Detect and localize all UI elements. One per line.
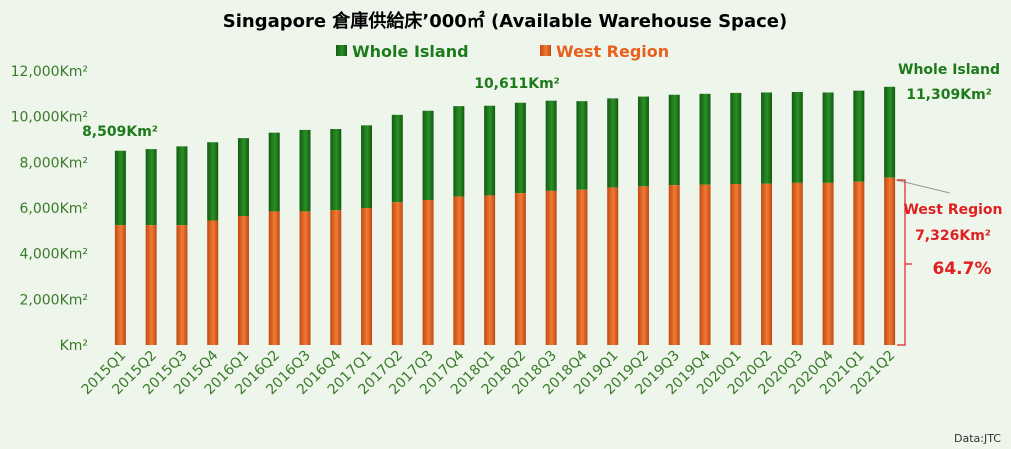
bar-west-region — [422, 200, 434, 345]
bar-whole-island — [668, 94, 680, 186]
bar-west-region — [207, 220, 219, 345]
bar-whole-island — [268, 132, 280, 212]
chart-svg: Singapore 倉庫供給床’000㎡ (Available Warehous… — [11, 10, 1003, 398]
bar-whole-island — [761, 92, 773, 184]
bar-west-region — [791, 182, 803, 345]
bar-west-region — [145, 225, 157, 345]
bar-whole-island — [607, 98, 619, 188]
bar-whole-island — [791, 92, 803, 183]
bar-west-region — [545, 190, 557, 345]
y-tick-label: 4,000Km² — [19, 247, 88, 263]
bar-whole-island — [699, 93, 711, 185]
y-tick-label: 10,000Km² — [11, 110, 88, 126]
bar-whole-island — [207, 142, 219, 221]
legend-swatch-whole-island — [336, 45, 347, 56]
annotations: 8,509Km² 10,611Km² Whole Island 11,309Km… — [82, 62, 1003, 346]
bar-whole-island — [330, 128, 342, 211]
y-tick-label: 6,000Km² — [19, 201, 88, 217]
bar-west-region — [607, 187, 619, 345]
bar-whole-island — [484, 105, 496, 196]
bar-whole-island — [299, 129, 311, 212]
bars — [114, 86, 896, 345]
bar-whole-island — [391, 114, 403, 203]
bar-west-region — [484, 195, 496, 345]
bar-west-region — [114, 225, 126, 345]
bar-west-region — [853, 181, 865, 345]
bar-whole-island — [114, 150, 126, 226]
bar-whole-island — [576, 101, 588, 190]
annotation-first-value: 8,509Km² — [82, 124, 158, 140]
bar-west-region — [391, 202, 403, 345]
bar-west-region — [699, 184, 711, 345]
bar-whole-island — [884, 86, 896, 178]
bar-west-region — [361, 208, 373, 345]
bar-west-region — [637, 186, 649, 345]
annotation-west-share: 64.7% — [933, 259, 992, 279]
bar-whole-island — [176, 146, 188, 226]
source-note: Data:JTC — [954, 432, 1001, 445]
y-tick-label: Km² — [60, 338, 88, 354]
bar-whole-island — [145, 149, 157, 226]
bar-west-region — [176, 225, 188, 345]
west-region-leader-line — [895, 179, 951, 194]
legend-label-west-region: West Region — [556, 42, 669, 61]
bar-whole-island — [514, 102, 526, 194]
bar-west-region — [299, 211, 311, 345]
bar-whole-island — [730, 92, 742, 185]
west-share-bracket — [897, 179, 906, 346]
annotation-whole-island-value: 11,309Km² — [906, 87, 992, 103]
bar-whole-island — [237, 138, 249, 216]
bar-west-region — [822, 182, 834, 345]
y-tick-label: 12,000Km² — [11, 64, 88, 80]
bar-west-region — [730, 184, 742, 345]
bar-west-region — [576, 189, 588, 345]
bar-whole-island — [422, 110, 434, 201]
bar-whole-island — [361, 125, 373, 208]
annotation-whole-island-label: Whole Island — [898, 62, 1000, 78]
x-axis: 2015Q12015Q22015Q32015Q42016Q12016Q22016… — [79, 347, 899, 398]
annotation-mid-value: 10,611Km² — [474, 76, 560, 92]
bar-whole-island — [453, 106, 465, 197]
legend-swatch-west-region — [540, 45, 551, 56]
bar-whole-island — [853, 90, 865, 182]
y-tick-label: 2,000Km² — [19, 292, 88, 308]
annotation-west-region-value: 7,326Km² — [915, 228, 991, 244]
bar-west-region — [884, 177, 896, 345]
bar-west-region — [453, 196, 465, 345]
bar-whole-island — [822, 92, 834, 183]
legend-label-whole-island: Whole Island — [352, 42, 469, 61]
legend: Whole Island West Region — [336, 42, 669, 61]
bar-west-region — [330, 210, 342, 345]
bar-whole-island — [637, 96, 649, 187]
y-axis: Km² 2,000Km² 4,000Km² 6,000Km² 8,000Km² 10,00… — [11, 64, 88, 354]
annotation-west-region-label: West Region — [903, 202, 1002, 218]
bar-west-region — [237, 215, 249, 345]
bar-west-region — [268, 211, 280, 345]
bar-whole-island — [545, 100, 557, 191]
bar-west-region — [761, 183, 773, 345]
bar-west-region — [668, 185, 680, 345]
bar-west-region — [514, 193, 526, 345]
y-tick-label: 8,000Km² — [19, 155, 88, 171]
chart-title: Singapore 倉庫供給床’000㎡ (Available Warehous… — [223, 10, 787, 32]
